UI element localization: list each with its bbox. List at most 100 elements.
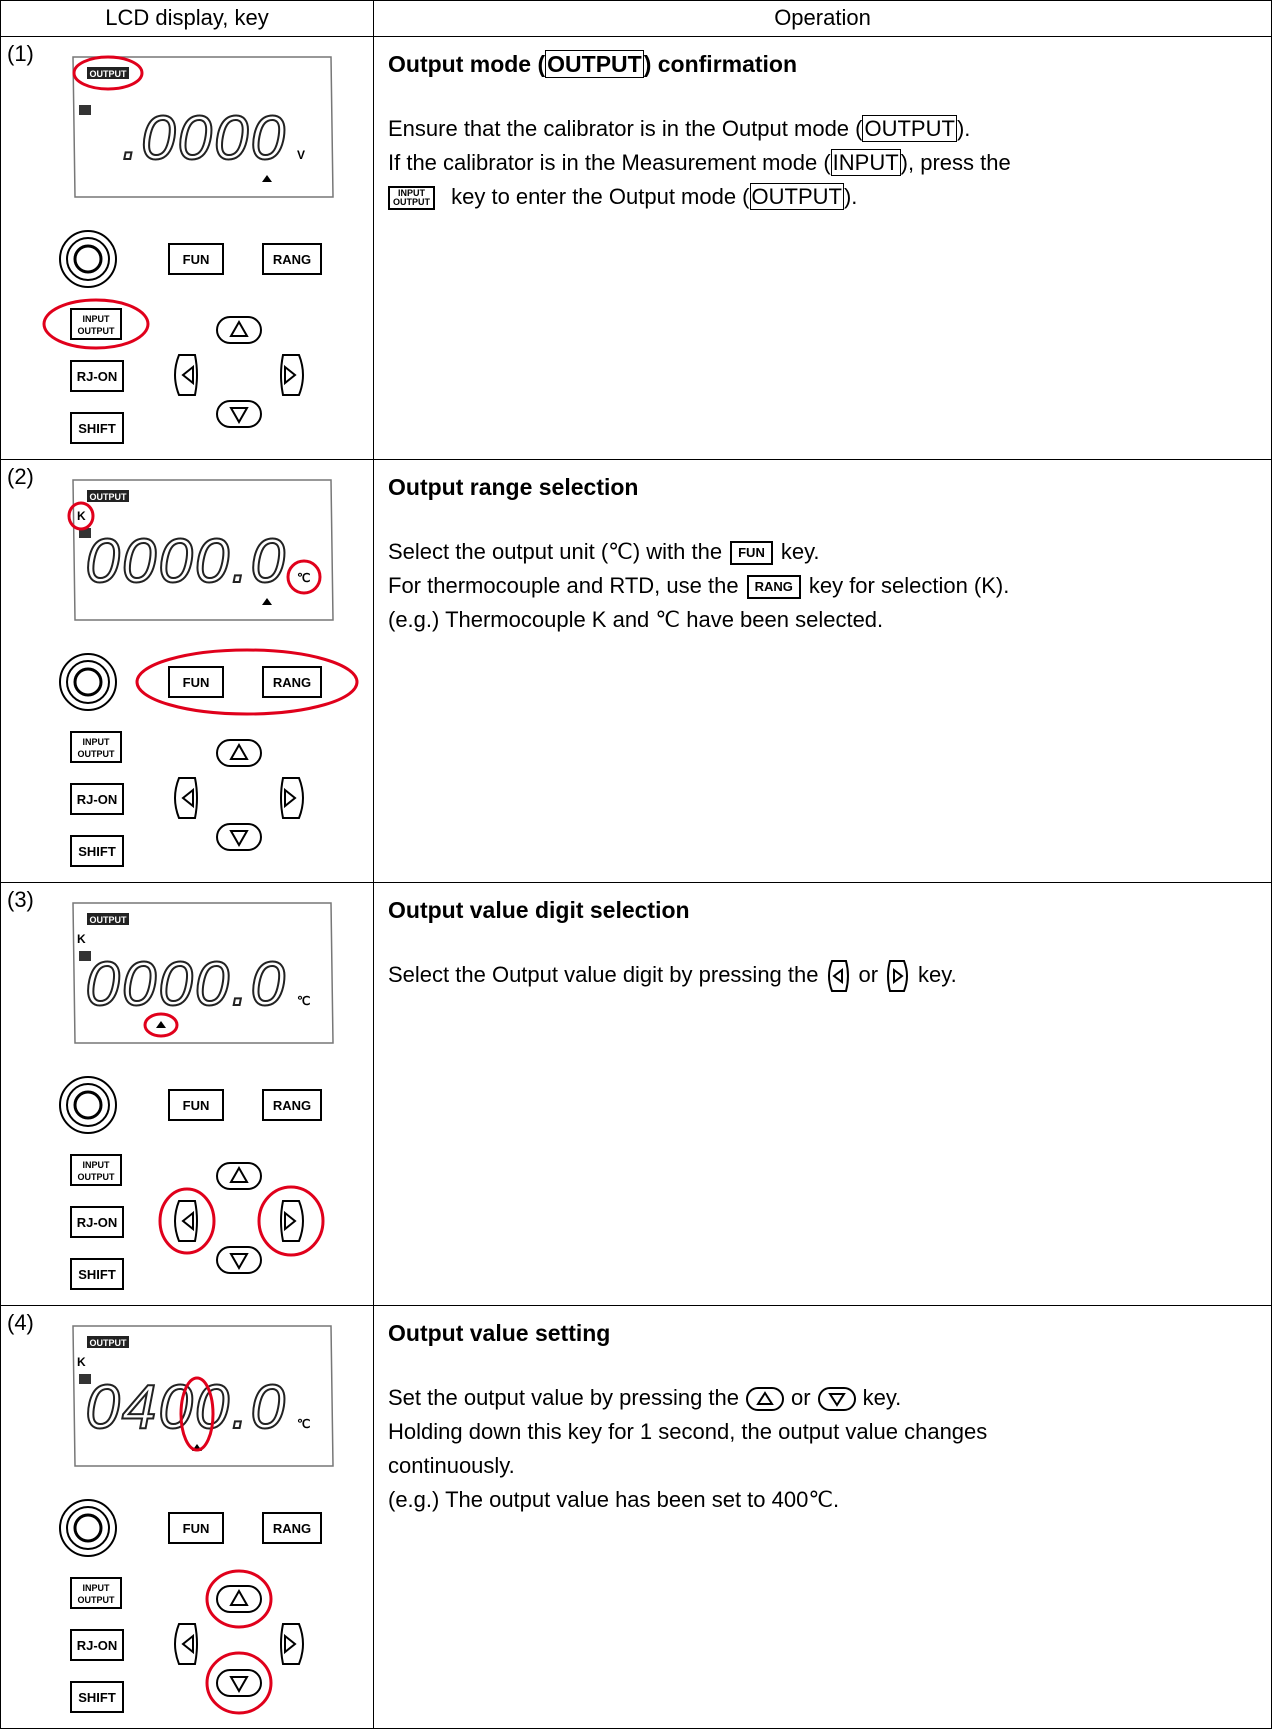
text: For thermocouple and RTD, use the (388, 573, 739, 598)
text: key. (918, 962, 957, 987)
device-cell: (3) OUTPUT K 0000.0 ℃ FUN RANG INPUT OUTPUT RJ-ON… (0, 882, 373, 1305)
shift-key-label: SHIFT (78, 1267, 116, 1282)
operation-cell: Output value digit selection Select the … (373, 882, 1272, 1305)
device-illustration: (4) OUTPUT K 0400.0 ℃ FUN RANG INPUT OUTPUT RJ-ON… (7, 1310, 334, 1715)
power-key (66, 1506, 110, 1550)
rj-key (70, 1206, 124, 1238)
highlight (158, 1187, 216, 1255)
auto-icon (79, 1374, 91, 1384)
lcd-value: 0000.0 (85, 527, 287, 596)
rang-key-label: RANG (273, 675, 311, 690)
right-arrow (284, 364, 297, 386)
lcd-value: 0000.0 (85, 950, 287, 1019)
lcd-frame (72, 1325, 334, 1467)
line: (e.g.) Thermocouple K and ℃ have been se… (388, 603, 1257, 637)
sensor-text: K (77, 509, 86, 523)
fun-key (168, 1512, 224, 1544)
auto-icon (79, 951, 91, 961)
right-key (280, 1200, 304, 1242)
text: or (858, 962, 879, 987)
header-text: LCD display, key (105, 5, 269, 30)
lcd-frame (72, 56, 334, 198)
io-label: INPUT (83, 737, 111, 747)
highlight (286, 559, 322, 595)
text: key for selection (K). (808, 573, 1010, 598)
rang-key (262, 1512, 322, 1544)
row-label: (2) (7, 464, 34, 489)
key-icon: INPUT OUTPUT (388, 186, 435, 211)
lcd-frame (72, 479, 334, 621)
power-key (59, 1076, 117, 1134)
fun-key (168, 666, 224, 698)
down-key (216, 823, 262, 851)
io-label: OUTPUT (78, 326, 116, 336)
mode-indicator: OUTPUT (87, 490, 129, 502)
text: Set the output value by pressing the (388, 1385, 740, 1410)
step-title: Output range selection (388, 474, 639, 500)
rj-key (70, 783, 124, 815)
left-key (174, 354, 198, 396)
mode-text: OUTPUT (90, 915, 128, 925)
rang-key (262, 1089, 322, 1121)
header-cell: LCD display, key (0, 0, 373, 36)
operation-cell: Output range selection Select the output… (373, 459, 1272, 882)
io-label: INPUT (83, 314, 111, 324)
io-label: OUTPUT (78, 1172, 116, 1182)
io-key (70, 1154, 122, 1186)
device-illustration: (2) OUTPUT K 0000.0 ℃ FUN RANG INPUT OUTPUT RJ-ON… (7, 464, 359, 867)
line: Select the output unit (℃) with the FUN ke… (388, 535, 1257, 569)
step-title: Output value setting (388, 1320, 611, 1346)
key-icon: FUN (730, 541, 773, 566)
highlight (67, 501, 95, 531)
left-arrow (181, 1210, 194, 1232)
left-arrow (181, 787, 194, 809)
text: OUTPUT (393, 197, 430, 208)
line: If the calibrator is in the Measurement … (388, 146, 1257, 180)
power-key (66, 237, 110, 281)
lcd-unit: ℃ (297, 994, 310, 1008)
fun-key (168, 1089, 224, 1121)
up-key (216, 739, 262, 767)
text: ) confirmation (643, 51, 798, 77)
highlight (205, 1651, 273, 1715)
down-arrow (229, 830, 249, 848)
down-arrow (229, 407, 249, 425)
text: ). (956, 116, 971, 141)
row-label: (4) (7, 1310, 34, 1335)
down-arrow (229, 1253, 249, 1271)
power-key (66, 660, 110, 704)
power-key (59, 1499, 117, 1557)
text: key. (780, 539, 820, 564)
right-key (280, 354, 304, 396)
lcd-unit: V (297, 148, 305, 162)
right-arrow (284, 1210, 297, 1232)
right-key (280, 777, 304, 819)
rj-key (70, 360, 124, 392)
power-key (59, 653, 117, 711)
io-key (70, 731, 122, 763)
rang-key-label: RANG (273, 252, 311, 267)
mode-indicator: OUTPUT (87, 913, 129, 925)
rj-key-label: RJ-ON (77, 792, 117, 807)
down-key (216, 1246, 262, 1274)
text: OUTPUT (749, 183, 844, 210)
up-key (216, 316, 262, 344)
fun-key (168, 243, 224, 275)
text: key. (862, 1385, 902, 1410)
step-title: Output value digit selection (388, 897, 690, 923)
io-label: INPUT (83, 1583, 111, 1593)
sensor-text: K (77, 1355, 86, 1369)
highlight (179, 1376, 215, 1452)
device-illustration: (3) OUTPUT K 0000.0 ℃ FUN RANG INPUT OUTPUT RJ-ON… (7, 887, 334, 1290)
shift-key-label: SHIFT (78, 844, 116, 859)
mode-bg (87, 1336, 129, 1348)
power-key (59, 230, 117, 288)
right-key (280, 1623, 304, 1665)
fun-key-label: FUN (183, 1098, 210, 1113)
rang-key-label: RANG (273, 1098, 311, 1113)
io-label: OUTPUT (78, 749, 116, 759)
power-key (73, 1090, 103, 1120)
shift-key (70, 412, 124, 444)
highlight (257, 1185, 325, 1257)
